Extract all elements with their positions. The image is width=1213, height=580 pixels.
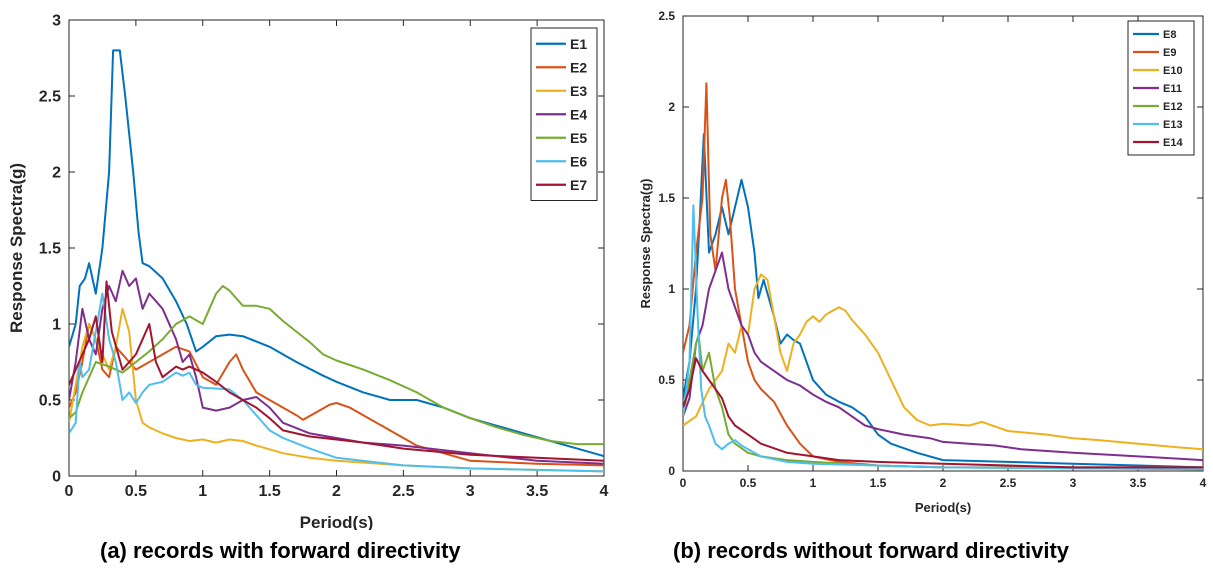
legend-label: E12 xyxy=(1163,101,1183,113)
y-tick-label: 0 xyxy=(52,469,61,486)
x-tick-label: 2.5 xyxy=(392,483,414,500)
y-tick-label: 2.5 xyxy=(658,9,675,23)
x-axis-label: Period(s) xyxy=(300,513,374,530)
series-line-e14 xyxy=(683,357,1203,469)
x-tick-label: 0.5 xyxy=(125,483,147,500)
legend-label: E2 xyxy=(570,59,587,75)
x-tick-label: 1 xyxy=(198,483,207,500)
figure: 0 0.5 1 1.5 2 2.5 3 3.5 4 0 0.5 1 1.5 2 2.5 3 Period(s) R… xyxy=(7,9,1207,530)
x-tick-label: 2.5 xyxy=(1000,476,1017,490)
x-axis-label: Period(s) xyxy=(915,500,971,515)
series-line-e7 xyxy=(69,280,604,462)
series-line-e2 xyxy=(69,323,604,467)
legend-label: E13 xyxy=(1163,119,1183,131)
legend-label: E14 xyxy=(1163,137,1183,149)
x-tick-label: 3 xyxy=(1070,476,1077,490)
legend-label: E10 xyxy=(1163,65,1183,77)
x-tick-label: 0 xyxy=(680,476,687,490)
y-tick-label: 3 xyxy=(52,13,61,30)
x-tick-label: 3.5 xyxy=(1130,476,1147,490)
x-tick-label: 0.5 xyxy=(740,476,757,490)
series-line-e6 xyxy=(69,292,604,473)
x-tick-label: 2 xyxy=(940,476,947,490)
chart-b: 0 0.5 1 1.5 2 2.5 3 3.5 4 0 0.5 1 1.5 2 2.5 Period(s) Re… xyxy=(638,9,1207,515)
legend-label: E3 xyxy=(570,83,587,99)
x-tick-label: 3 xyxy=(466,483,475,500)
legend-label: E11 xyxy=(1163,83,1182,95)
y-tick-label: 2.5 xyxy=(39,89,61,106)
y-tick-label: 0.5 xyxy=(39,393,61,410)
caption-a: (a) records with forward directivity xyxy=(100,538,461,563)
y-tick-label: 1 xyxy=(668,282,675,296)
legend-label: E6 xyxy=(570,153,587,169)
x-tick-label: 4 xyxy=(600,483,609,500)
chart-a: 0 0.5 1 1.5 2 2.5 3 3.5 4 0 0.5 1 1.5 2 2.5 3 Period(s) R… xyxy=(7,13,609,530)
x-tick-label: 0 xyxy=(65,483,74,500)
y-axis-label: Response Spectra(g) xyxy=(638,178,653,308)
legend-label: E9 xyxy=(1163,47,1176,59)
series-line-e9 xyxy=(683,82,1203,469)
y-tick-label: 1 xyxy=(52,317,61,334)
y-tick-label: 0 xyxy=(668,464,675,478)
x-tick-label: 1.5 xyxy=(259,483,281,500)
y-tick-label: 1.5 xyxy=(39,241,61,258)
legend-label: E8 xyxy=(1163,29,1176,41)
legend-label: E1 xyxy=(570,36,587,52)
legend-label: E4 xyxy=(570,106,587,122)
legend-label: E7 xyxy=(570,177,587,193)
series-line-e3 xyxy=(69,307,604,473)
x-tick-label: 1 xyxy=(810,476,817,490)
series-line-e11 xyxy=(683,251,1203,462)
x-tick-label: 2 xyxy=(332,483,341,500)
series-line-e13 xyxy=(683,204,1203,471)
y-tick-label: 2 xyxy=(668,100,675,114)
y-tick-label: 0.5 xyxy=(658,373,675,387)
x-tick-label: 4 xyxy=(1200,476,1207,490)
y-tick-label: 1.5 xyxy=(658,191,675,205)
legend-label: E5 xyxy=(570,130,587,146)
x-tick-label: 3.5 xyxy=(526,483,548,500)
y-axis-label: Response Spectra(g) xyxy=(7,163,26,333)
y-tick-label: 2 xyxy=(52,165,61,182)
x-tick-label: 1.5 xyxy=(870,476,887,490)
caption-b: (b) records without forward directivity xyxy=(673,538,1070,563)
plot-frame xyxy=(68,19,605,477)
plot-frame xyxy=(682,15,1204,472)
